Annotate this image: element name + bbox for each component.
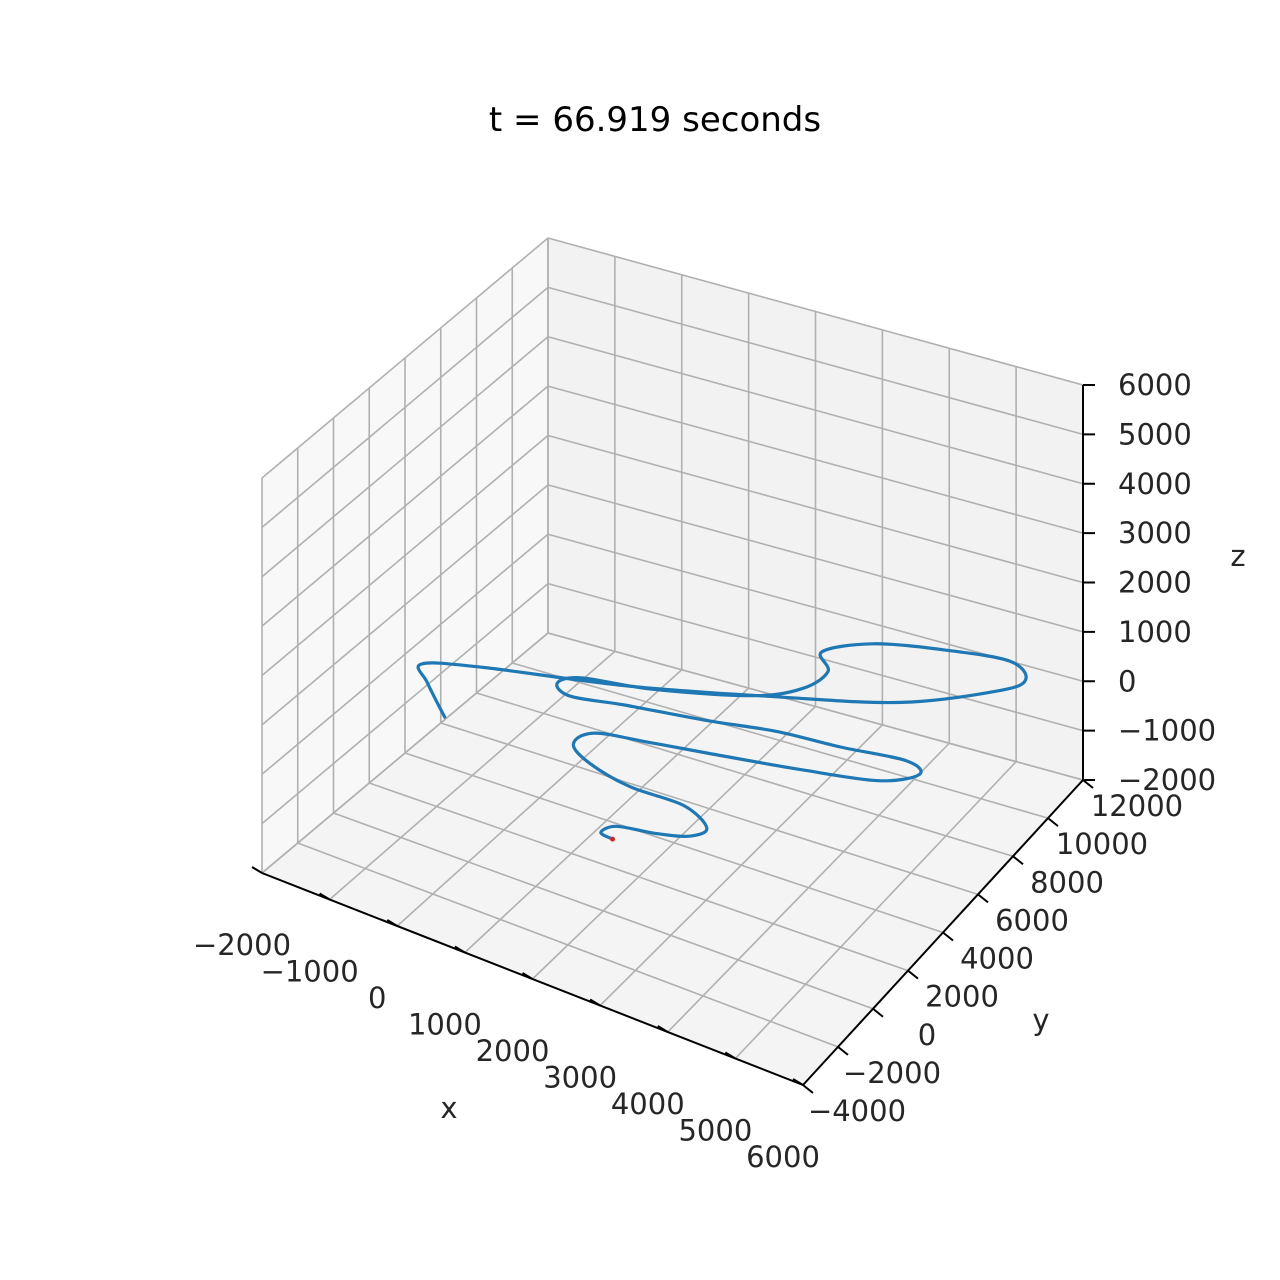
y-tick-label: 0 [918,1018,936,1052]
y-tick-label: −2000 [843,1056,941,1090]
y-tick [872,1007,884,1018]
y-tick [977,893,989,904]
y-tick-label: 12000 [1091,789,1183,823]
x-tick [521,972,534,980]
x-tick [792,1078,804,1086]
y-tick [802,1084,814,1094]
y-tick [907,969,919,980]
y-tick [1047,817,1059,827]
y-tick-label: 2000 [925,980,999,1014]
y-tick [1012,855,1024,866]
x-tick-label: −1000 [261,955,359,989]
x-tick-label: 0 [368,981,386,1015]
x-tick-label: −2000 [193,928,291,962]
z-tick-label: 2000 [1118,566,1192,600]
grid-line-y-floor [368,782,909,972]
grid-line-z-back [547,385,1084,534]
z-tick-label: −2000 [1118,763,1216,797]
grid-line-z-side [261,336,549,578]
x-axis-label: x [440,1091,457,1125]
y-tick [1082,779,1094,789]
z-tick-label: 3000 [1118,516,1192,550]
chart-title: t = 66.919 seconds [489,100,821,140]
z-tick-label: 5000 [1118,417,1192,451]
series-line [416,642,1028,841]
z-tick-label: 6000 [1118,368,1192,402]
grid-line-y-floor [404,752,944,934]
chart-axes: −2000−10000100020003000400050006000−4000… [193,368,1216,1174]
z-tick-label: 4000 [1118,467,1192,501]
y-tick-label: 6000 [995,903,1069,937]
chart-grid [261,237,1084,1086]
grid-line-y-floor [297,842,839,1048]
y-tick-label: 8000 [1030,865,1104,899]
y-tick [942,931,954,942]
chart-series [416,642,1028,842]
grid-line-z-side [261,533,549,775]
x-tick-label: 4000 [611,1087,685,1121]
z-tick-label: 0 [1118,664,1136,698]
x-tick [454,945,466,954]
x-tick [319,892,331,901]
y-axis-label: y [1032,1003,1049,1037]
grid-line-z-back [547,286,1084,436]
grid-line-y-floor [476,692,1014,858]
x-tick [724,1051,736,1060]
y-tick [837,1046,849,1056]
grid-line-z-back [547,237,1084,386]
x-tick-label: 6000 [746,1140,820,1174]
x-tick [251,866,263,874]
position-marker [610,836,616,842]
grid-line-y-floor [333,812,874,1010]
y-tick-label: 10000 [1056,827,1148,861]
x-tick-label: 5000 [678,1114,752,1148]
grid-line-z-back [547,434,1084,584]
x-tick [657,1025,669,1033]
z-tick-label: 1000 [1118,615,1192,649]
y-tick-label: 4000 [960,942,1034,976]
grid-line-z-side [261,583,549,825]
grid-line-y-floor [512,662,1049,819]
grid-line-z-side [261,484,549,726]
grid-line-z-side [261,632,549,874]
x-tick-label: 3000 [543,1061,617,1095]
x-tick-label: 1000 [408,1008,482,1042]
x-tick [589,998,601,1007]
grid-line-y-floor [440,722,979,896]
grid-line-z-back [547,335,1084,485]
grid-line-z-side [261,434,549,677]
grid-line-z-side [261,385,549,627]
grid-line-z-back [547,582,1084,732]
z-tick-label: −1000 [1118,714,1216,748]
grid-line-z-side [261,237,549,479]
y-tick-label: −4000 [808,1094,906,1128]
x-tick [386,919,398,927]
grid-line-z-back [547,484,1084,633]
grid-line-z-back [547,632,1084,781]
grid-line-z-side [261,286,549,528]
z-axis-label: z [1230,539,1245,573]
x-tick-label: 2000 [476,1034,550,1068]
